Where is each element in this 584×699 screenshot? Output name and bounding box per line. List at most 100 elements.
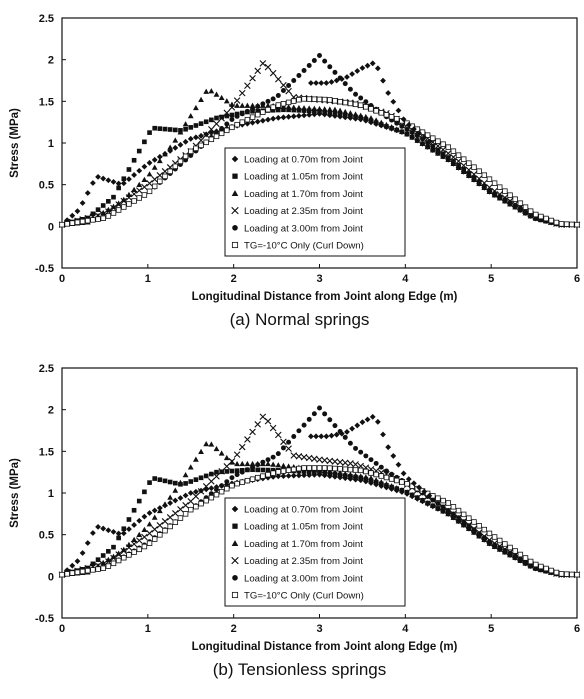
data-point (502, 548, 508, 553)
data-point (394, 120, 400, 126)
data-point (558, 221, 565, 227)
data-point (193, 104, 199, 111)
legend-label: Loading at 2.35m from Joint (244, 206, 363, 217)
data-point (136, 531, 143, 537)
data-point (244, 460, 251, 467)
data-point (167, 500, 174, 506)
data-point (254, 111, 261, 118)
data-point (280, 88, 286, 93)
data-point (301, 112, 307, 119)
data-point (380, 77, 386, 84)
data-point (69, 220, 76, 226)
data-point (306, 465, 312, 471)
data-point (358, 95, 364, 101)
y-tick-label: 0 (48, 571, 54, 583)
data-point (157, 178, 163, 185)
data-point (244, 477, 251, 484)
data-point (429, 147, 436, 153)
data-point (353, 114, 358, 120)
data-point (322, 58, 328, 64)
data-point (523, 208, 528, 214)
data-point (378, 110, 385, 116)
data-point (352, 111, 359, 117)
data-point (239, 479, 245, 485)
data-point (162, 501, 168, 507)
data-point (424, 143, 431, 150)
y-tick-label: 2 (48, 55, 54, 67)
data-point (115, 530, 122, 537)
data-point (125, 194, 133, 201)
data-point (228, 104, 236, 111)
data-point (141, 526, 148, 532)
data-point (471, 164, 477, 170)
legend-marker-diamond (231, 505, 239, 513)
data-point (90, 561, 96, 567)
data-point (352, 461, 359, 468)
data-point (476, 168, 482, 174)
data-point (296, 108, 302, 113)
data-point (141, 163, 148, 170)
data-point (486, 539, 492, 545)
data-point (368, 115, 374, 121)
legend-label: Loading at 3.00m from Joint (244, 223, 363, 234)
data-point (131, 507, 137, 513)
data-point (136, 195, 142, 201)
data-point (224, 113, 230, 119)
data-point (111, 194, 116, 200)
data-point (357, 473, 364, 479)
data-point (332, 465, 338, 472)
legend-label: Loading at 3.00m from Joint (244, 573, 363, 584)
data-point (316, 96, 323, 103)
data-point (90, 567, 96, 573)
data-point (280, 114, 287, 121)
data-point (342, 470, 349, 476)
data-point (234, 102, 240, 108)
data-point (353, 91, 359, 97)
data-point (317, 405, 322, 411)
data-point (538, 213, 544, 220)
data-point (357, 467, 364, 474)
data-point (193, 477, 199, 482)
data-point (497, 193, 503, 199)
data-point (255, 462, 261, 468)
data-point (285, 104, 292, 110)
y-tick-label: 1.5 (39, 96, 54, 108)
data-point (327, 417, 333, 423)
data-point (424, 500, 431, 506)
data-point (512, 202, 518, 208)
data-point (239, 111, 245, 117)
data-point (290, 472, 297, 479)
data-point (426, 492, 433, 499)
data-point (156, 157, 163, 164)
data-point (74, 219, 81, 225)
data-point (316, 110, 323, 117)
data-point (440, 151, 446, 157)
data-point (265, 98, 271, 104)
data-point (313, 433, 319, 440)
data-point (359, 419, 366, 426)
data-point (120, 530, 127, 537)
data-point (306, 108, 312, 114)
data-point (100, 525, 107, 532)
data-point (466, 523, 472, 529)
data-point (286, 83, 292, 88)
data-point (270, 461, 277, 467)
data-point (131, 549, 137, 555)
data-point (414, 137, 421, 143)
data-point (296, 97, 302, 103)
data-point (223, 463, 231, 470)
x-axis-label: Longitudinal Distance from Joint along E… (192, 641, 458, 653)
data-point (151, 176, 158, 183)
data-point (131, 172, 137, 178)
data-point (249, 102, 256, 108)
data-point (429, 502, 436, 509)
data-point (177, 506, 184, 513)
data-point (156, 522, 164, 529)
chart-panel-tensionless-springs: -0.5 0 0.5 1 1.5 2 2.5 0 1 2 3 4 5 6 Longitudinal Dist… (0, 350, 584, 699)
data-point (270, 454, 276, 460)
data-point (85, 567, 91, 574)
data-point (569, 571, 575, 578)
data-point (146, 171, 153, 177)
data-point (146, 540, 153, 546)
data-point (368, 106, 374, 112)
